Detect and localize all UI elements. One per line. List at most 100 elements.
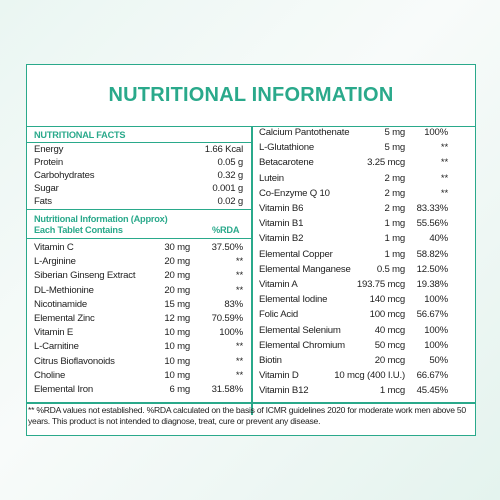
- right-row: Vitamin B6 2 mg 83.33%: [0, 202, 500, 215]
- nutrition-panel: NUTRITIONAL INFORMATION: [26, 64, 476, 436]
- tablet-row: Nicotinamide 15 mg 83%: [0, 298, 500, 311]
- nutrient-name: Elemental Chromium: [259, 339, 345, 351]
- nutrient-rda: **: [440, 142, 448, 154]
- footer-rule: [26, 402, 476, 404]
- nutrient-rda: **: [440, 172, 448, 184]
- nutrient-rda: 55.56%: [416, 218, 449, 230]
- nutrient-name: Lutein: [259, 172, 284, 184]
- nutrient-name: Vitamin E: [34, 327, 74, 339]
- nutrient-name: Vitamin A: [259, 279, 298, 290]
- nutrient-name: Protein: [34, 157, 63, 168]
- tablet-row: Siberian Ginseng Extract 20 mg **: [0, 269, 500, 282]
- right-row: Betacarotene 3.25 mcg **: [0, 156, 500, 169]
- nutrient-rda: 70.59%: [211, 313, 244, 324]
- nutrient-rda: 100%: [424, 127, 448, 138]
- nutrient-amount: 10 mg: [164, 327, 190, 339]
- tablet-row: Elemental Iron 6 mg 31.58%: [0, 383, 500, 396]
- nutrient-rda: 58.82%: [416, 248, 449, 260]
- nutrient-name: Vitamin B1: [259, 218, 304, 230]
- tablet-row: L-Carnitine 10 mg **: [0, 340, 500, 353]
- nutrient-rda: 100%: [219, 327, 243, 339]
- nutrient-amount: 20 mg: [164, 270, 190, 282]
- nutrient-amount: 15 mg: [164, 298, 190, 310]
- nutrient-amount: 6 mg: [169, 384, 190, 395]
- nutrient-name: Betacarotene: [259, 157, 314, 169]
- right-row: Lutein 2 mg **: [0, 172, 500, 185]
- nutrient-name: Choline: [34, 369, 66, 381]
- nutrient-value: 1.66 Kcal: [204, 144, 243, 155]
- right-row: Elemental Iodine 140 mcg 100%: [0, 293, 500, 306]
- nutrient-amount: 20 mg: [164, 256, 190, 268]
- nutrient-name: Vitamin B2: [259, 233, 304, 245]
- nutrient-name: Nicotinamide: [34, 298, 88, 310]
- nutrient-rda: 12.50%: [416, 263, 449, 275]
- right-row: Vitamin D 10 mcg (400 I.U.) 66.67%: [0, 369, 500, 382]
- nutrient-name: Calcium Pantothenate: [259, 127, 350, 138]
- nutrient-rda: 66.67%: [416, 370, 449, 382]
- nutrient-name: L-Carnitine: [34, 341, 79, 353]
- nutrient-name: Carbohydrates: [34, 170, 95, 181]
- right-row: Vitamin B2 1 mg 40%: [0, 232, 500, 245]
- right-row: Vitamin A 193.75 mcg 19.38%: [0, 278, 500, 291]
- nutrient-rda: 31.58%: [211, 384, 244, 395]
- nutrient-name: Elemental Selenium: [259, 324, 341, 336]
- tablet-row: Citrus Bioflavonoids 10 mg **: [0, 355, 500, 368]
- nutrient-name: Elemental Copper: [259, 248, 333, 260]
- nutrient-name: Vitamin D: [259, 370, 299, 382]
- nutrient-rda: **: [440, 187, 448, 199]
- nutrient-amount: 2 mg: [384, 172, 405, 184]
- facts-row: Sugar 0.001 g: [0, 182, 500, 195]
- nutrient-value: 0.05 g: [217, 157, 244, 168]
- facts-row: Carbohydrates 0.32 g: [0, 169, 500, 182]
- tablet-row: DL-Methionine 20 mg **: [0, 284, 500, 297]
- tablet-heading-line2: Each Tablet Contains: [34, 225, 123, 235]
- facts-heading: NUTRITIONAL FACTS: [34, 130, 126, 140]
- nutrient-name: Siberian Ginseng Extract: [34, 270, 136, 282]
- nutrient-rda: 45.45%: [416, 385, 449, 397]
- nutrient-amount: 1 mg: [384, 248, 405, 260]
- nutrient-amount: 12 mg: [164, 313, 190, 324]
- nutrient-amount: 1 mg: [384, 218, 405, 230]
- facts-row: Fats 0.02 g: [0, 195, 500, 208]
- nutrient-amount: 193.75 mcg: [356, 279, 405, 290]
- right-row: Elemental Chromium 50 mcg 100%: [0, 339, 500, 352]
- panel-title: NUTRITIONAL INFORMATION: [27, 65, 475, 127]
- nutrient-name: Citrus Bioflavonoids: [34, 355, 115, 367]
- right-row: Folic Acid 100 mcg 56.67%: [0, 308, 500, 321]
- nutrient-rda: 100%: [424, 324, 448, 336]
- nutrient-rda: 100%: [424, 339, 448, 351]
- nutrient-name: Biotin: [259, 355, 282, 366]
- tablet-heading-rule: [27, 238, 251, 239]
- nutrient-rda: 40%: [429, 233, 448, 245]
- facts-bottom-rule: [27, 209, 251, 210]
- nutrient-name: Vitamin C: [34, 242, 74, 253]
- right-row: Elemental Selenium 40 mcg 100%: [0, 324, 500, 337]
- nutrient-amount: 40 mcg: [374, 324, 405, 336]
- right-row: L-Glutathione 5 mg **: [0, 141, 500, 154]
- nutrient-amount: 20 mg: [164, 284, 190, 296]
- nutrient-name: L-Glutathione: [259, 142, 315, 154]
- nutrient-name: Co-Enzyme Q 10: [259, 187, 330, 199]
- nutrient-rda: 19.38%: [416, 279, 449, 290]
- nutrient-rda: **: [235, 341, 243, 353]
- nutrient-value: 0.02 g: [217, 196, 244, 207]
- nutrient-name: Elemental Zinc: [34, 313, 95, 324]
- tablet-row: Vitamin E 10 mg 100%: [0, 326, 500, 339]
- nutrient-amount: 10 mcg (400 I.U.): [334, 370, 405, 382]
- nutrient-rda: 50%: [429, 355, 448, 366]
- nutrient-rda: 100%: [424, 294, 448, 306]
- nutrient-amount: 100 mcg: [369, 309, 406, 321]
- nutrient-amount: 50 mcg: [374, 339, 405, 351]
- nutrient-amount: 3.25 mcg: [367, 157, 405, 169]
- nutrient-amount: 20 mcg: [374, 355, 405, 366]
- tablet-row: L-Arginine 20 mg **: [0, 255, 500, 268]
- footnote: ** %RDA values not established. %RDA cal…: [28, 405, 466, 426]
- nutrient-amount: 10 mg: [164, 355, 190, 367]
- tablet-row: Elemental Zinc 12 mg 70.59%: [0, 312, 500, 325]
- nutrient-rda: **: [440, 157, 448, 169]
- nutrient-amount: 2 mg: [384, 187, 405, 199]
- nutrient-rda: **: [235, 270, 243, 282]
- nutrient-name: Elemental Iodine: [259, 294, 328, 306]
- right-row: Co-Enzyme Q 10 2 mg **: [0, 187, 500, 200]
- nutrient-rda: **: [235, 369, 243, 381]
